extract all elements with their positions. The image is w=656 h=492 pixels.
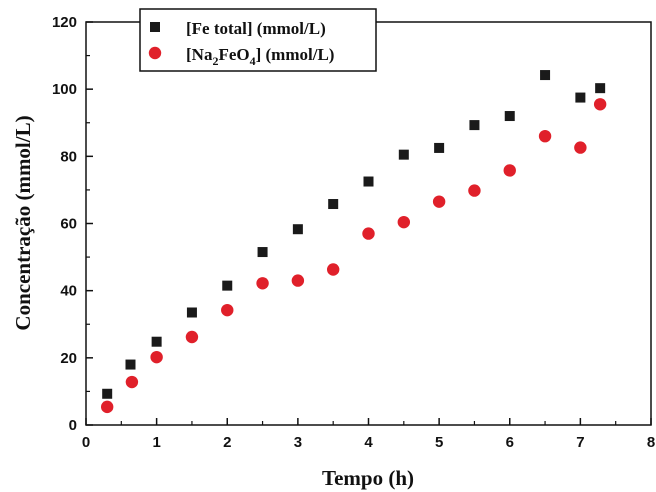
data-point-na2feo4 xyxy=(574,141,587,154)
x-tick-label: 3 xyxy=(294,434,302,451)
data-point-fe-total xyxy=(125,359,136,370)
data-point-fe-total xyxy=(540,70,551,81)
data-point-na2feo4 xyxy=(362,227,375,240)
data-point-fe-total xyxy=(434,142,445,153)
x-tick-label: 1 xyxy=(152,434,160,451)
data-point-na2feo4 xyxy=(291,274,305,287)
data-point-na2feo4 xyxy=(397,215,411,229)
data-point-fe-total xyxy=(257,247,268,258)
data-point-na2feo4 xyxy=(432,195,446,208)
data-point-na2feo4 xyxy=(593,98,607,111)
y-tick-label: 100 xyxy=(52,81,77,98)
x-axis-title: Tempo (h) xyxy=(322,466,414,490)
data-point-fe-total xyxy=(595,83,606,94)
y-tick-label: 60 xyxy=(60,216,77,233)
data-point-na2feo4 xyxy=(100,400,114,414)
legend-marker-na2feo4 xyxy=(148,46,162,60)
y-tick-label: 80 xyxy=(60,148,77,165)
x-tick-label: 0 xyxy=(82,434,90,451)
y-tick-label: 20 xyxy=(60,350,77,367)
plot-area xyxy=(85,21,652,426)
data-point-na2feo4 xyxy=(185,330,199,344)
x-tick-label: 8 xyxy=(647,434,655,451)
data-points xyxy=(100,70,607,414)
data-point-na2feo4 xyxy=(256,277,269,290)
data-point-na2feo4 xyxy=(125,375,139,389)
x-tick-label: 2 xyxy=(223,434,231,451)
data-point-fe-total xyxy=(398,149,409,160)
data-point-na2feo4 xyxy=(468,184,481,197)
x-tick-label: 5 xyxy=(435,434,443,451)
data-point-na2feo4 xyxy=(538,129,552,143)
data-point-fe-total xyxy=(363,176,374,187)
data-point-fe-total xyxy=(504,111,515,122)
legend: [Fe total] (mmol/L) [Na2FeO4] (mmol/L) xyxy=(139,8,377,72)
data-point-fe-total xyxy=(469,120,480,131)
data-point-fe-total xyxy=(328,199,339,210)
x-tick-label: 7 xyxy=(576,434,584,451)
data-point-na2feo4 xyxy=(150,350,163,364)
y-axis-title: Concentração (mmol/L) xyxy=(11,115,35,330)
data-point-fe-total xyxy=(222,280,233,291)
data-point-na2feo4 xyxy=(326,263,340,276)
data-point-fe-total xyxy=(186,307,197,318)
x-tick-label: 6 xyxy=(506,434,514,451)
y-tick-label: 40 xyxy=(60,283,77,300)
legend-label-na2feo4: [Na2FeO4] (mmol/L) xyxy=(186,45,334,68)
data-point-na2feo4 xyxy=(221,303,234,317)
data-point-fe-total xyxy=(102,388,113,399)
data-point-na2feo4 xyxy=(503,164,516,177)
x-tick-label: 4 xyxy=(364,434,373,451)
y-tick-label: 0 xyxy=(69,417,77,434)
legend-box xyxy=(139,8,377,72)
data-point-fe-total xyxy=(575,92,586,103)
data-point-fe-total xyxy=(292,224,303,235)
y-tick-label: 120 xyxy=(52,14,77,31)
legend-label-fe-total: [Fe total] (mmol/L) xyxy=(186,19,326,38)
data-point-fe-total xyxy=(151,336,162,347)
legend-marker-fe-total xyxy=(150,22,160,32)
